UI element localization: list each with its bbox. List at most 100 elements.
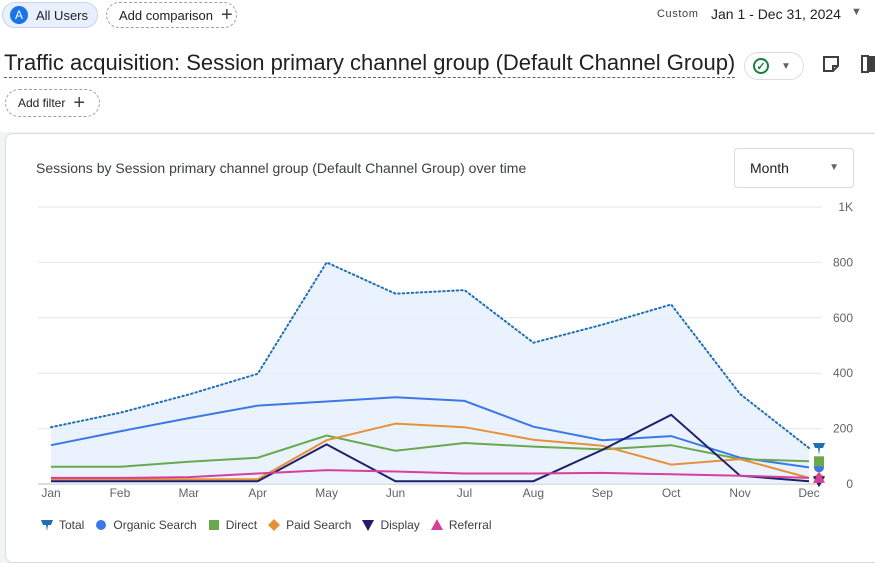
data-point-total-jan (48, 424, 54, 430)
x-tick-label: May (315, 486, 338, 500)
page-title: Traffic acquisition: Session primary cha… (4, 50, 736, 78)
add-comparison-button[interactable]: Add comparison + (106, 2, 237, 28)
legend-label: Display (380, 518, 420, 532)
report-status-dropdown[interactable]: ✓ ▼ (744, 52, 804, 80)
chart-legend: Total Organic Search Direct Paid Search Disp… (40, 518, 502, 532)
data-point-referral-aug (530, 470, 536, 476)
series-line-paid (51, 422, 810, 481)
data-point-paid-aug (530, 437, 536, 443)
data-point-total-dec (806, 445, 812, 451)
legend-item-paid[interactable]: Paid Search (267, 518, 351, 532)
chart-title: Sessions by Session primary channel grou… (36, 160, 527, 176)
series-line-display (51, 413, 810, 483)
y-tick-label: 600 (833, 311, 853, 325)
x-tick-label: Jun (386, 486, 405, 500)
data-point-referral-nov (737, 473, 743, 479)
notes-icon[interactable] (822, 55, 840, 73)
series-line-referral (51, 469, 810, 479)
pin-marker-icon (41, 520, 53, 531)
chevron-down-icon: ▼ (781, 60, 791, 72)
data-point-direct-feb (117, 464, 123, 470)
y-tick-label: 800 (833, 255, 853, 269)
x-tick-label: Aug (523, 486, 544, 500)
y-tick-label: 200 (833, 422, 853, 436)
data-point-display-jun (393, 478, 399, 484)
legend-item-referral[interactable]: Referral (430, 518, 492, 532)
side-panel-icon[interactable] (861, 55, 875, 73)
add-filter-label: Add filter (18, 96, 66, 110)
data-point-referral-dec (806, 475, 812, 481)
data-point-total-aug (530, 340, 536, 346)
granularity-select[interactable]: Month ▼ (734, 148, 854, 188)
data-point-total-jul (461, 287, 467, 293)
data-point-direct-jul (461, 440, 467, 446)
data-point-total-feb (117, 410, 123, 416)
x-tick-label: Jul (457, 486, 472, 500)
legend-label: Organic Search (113, 518, 197, 532)
data-point-organic-sep (599, 437, 605, 443)
data-point-total-sep (599, 322, 605, 328)
x-tick-label: Apr (248, 486, 267, 500)
data-point-referral-jul (461, 470, 467, 476)
data-point-display-jul (461, 478, 467, 484)
data-point-organic-dec (806, 464, 812, 470)
series-end-marker-direct (814, 456, 824, 467)
legend-item-direct[interactable]: Direct (207, 518, 257, 532)
data-point-referral-feb (117, 475, 123, 481)
date-range-type: Custom (657, 8, 699, 20)
data-point-referral-sep (599, 470, 605, 476)
data-point-organic-apr (255, 403, 261, 409)
data-point-display-oct (668, 412, 674, 418)
series-area-total (51, 262, 809, 484)
series-line-total (50, 261, 810, 449)
top-toolbar (0, 0, 875, 36)
data-point-organic-aug (530, 424, 536, 430)
chevron-down-icon[interactable]: ▼ (851, 6, 862, 18)
data-point-direct-dec (806, 458, 812, 464)
legend-item-organic[interactable]: Organic Search (94, 518, 197, 532)
x-tick-label: Jan (41, 486, 60, 500)
series-line-organic (50, 396, 810, 469)
data-point-paid-oct (668, 462, 674, 468)
data-point-total-nov (737, 391, 743, 397)
data-point-organic-jul (461, 398, 467, 404)
data-point-paid-jul (461, 424, 467, 430)
square-marker-icon (208, 520, 219, 530)
data-point-organic-mar (186, 415, 192, 421)
data-point-organic-jan (48, 442, 54, 448)
data-point-direct-jan (48, 464, 54, 470)
circle-marker-icon (96, 520, 107, 530)
chevron-down-icon: ▼ (829, 162, 839, 173)
data-point-referral-jun (393, 469, 399, 475)
data-point-direct-mar (186, 459, 192, 465)
data-point-organic-may (324, 398, 330, 404)
x-tick-label: Oct (662, 486, 681, 500)
data-point-direct-aug (530, 444, 536, 450)
check-circle-icon: ✓ (753, 58, 769, 74)
add-filter-button[interactable]: Add filter + (5, 89, 100, 117)
data-point-referral-oct (668, 471, 674, 477)
legend-item-total[interactable]: Total (40, 518, 84, 532)
triangle-down-marker-icon (362, 520, 375, 531)
segment-chip-all-users[interactable]: A All Users (2, 2, 98, 28)
data-point-total-oct (668, 302, 674, 308)
data-point-total-mar (186, 392, 192, 398)
x-tick-label: Feb (110, 486, 131, 500)
data-point-display-sep (599, 447, 605, 453)
data-point-direct-oct (668, 442, 674, 448)
segment-avatar: A (10, 6, 28, 24)
data-point-referral-jan (48, 475, 54, 481)
legend-label: Direct (225, 518, 258, 532)
plus-icon: + (73, 92, 86, 114)
x-tick-label: Dec (798, 486, 819, 500)
x-tick-label: Nov (729, 486, 750, 500)
data-point-referral-apr (255, 470, 261, 476)
y-tick-label: 400 (833, 366, 853, 380)
legend-label: Referral (448, 518, 492, 532)
date-range-picker[interactable]: Jan 1 - Dec 31, 2024 (711, 6, 841, 22)
data-point-organic-jun (393, 394, 399, 400)
legend-item-display[interactable]: Display (361, 518, 420, 532)
data-point-referral-mar (186, 474, 192, 480)
triangle-up-marker-icon (430, 519, 443, 530)
